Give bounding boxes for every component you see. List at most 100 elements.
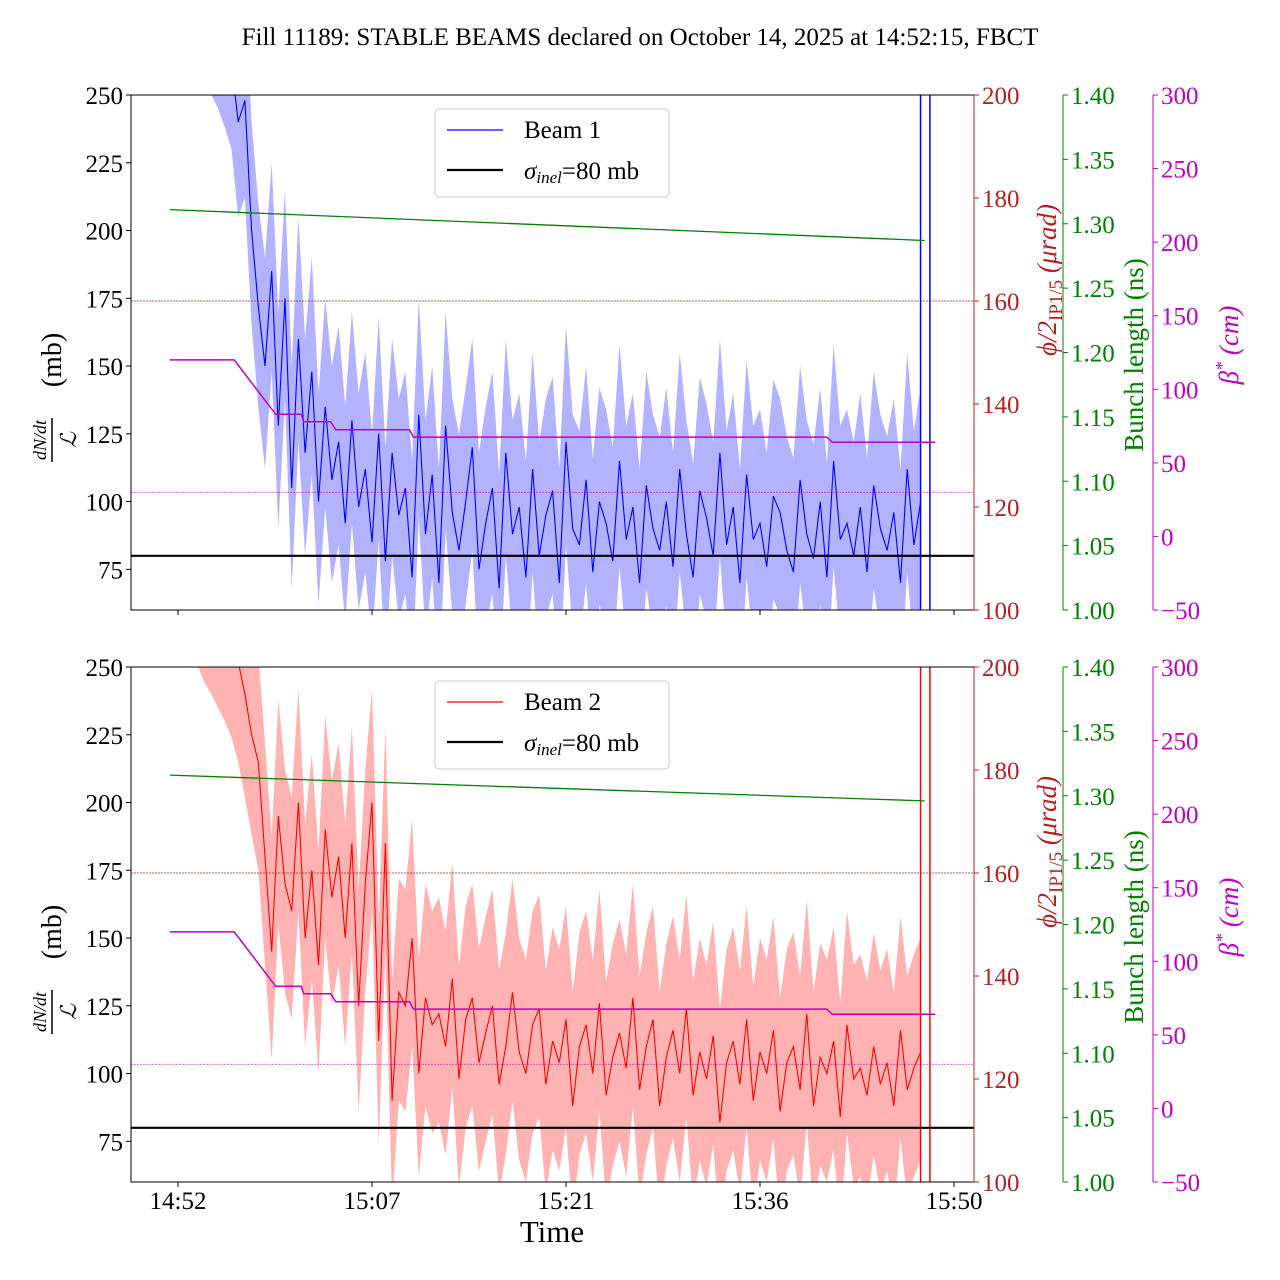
- beta-star-tick-label: 150: [1161, 304, 1199, 331]
- plot-area: [131, 667, 974, 1182]
- bunch-length-tick-label: 1.35: [1071, 147, 1115, 174]
- y-label-numerator: dN/dt: [30, 991, 50, 1032]
- bunch-length-label: Bunch length (ns): [1119, 258, 1149, 451]
- bunch-length-tick-label: 1.00: [1071, 598, 1115, 625]
- y-label-unit: (mb): [37, 333, 68, 387]
- x-tick-label: 15:50: [926, 1188, 983, 1215]
- legend-sigma-label: σinel=80 mb: [524, 158, 639, 187]
- beta-star-tick-label: 250: [1161, 157, 1199, 184]
- bunch-length-tick-label: 1.10: [1071, 1041, 1115, 1068]
- crossing-angle-tick-label: 200: [982, 655, 1020, 682]
- crossing-angle-tick-label: 160: [982, 289, 1020, 316]
- crossing-angle-label: ϕ/2IP1/5 (μrad): [1032, 204, 1067, 356]
- plot-area: [131, 95, 974, 610]
- x-axis-label: Time: [520, 1214, 584, 1249]
- beta-star-label-main: β: [1214, 942, 1244, 957]
- legend-box: [434, 108, 670, 198]
- crossing-angle-tick-label: 120: [982, 1067, 1020, 1094]
- y-tick-label: 225: [86, 723, 124, 750]
- beam-mean-line: [238, 667, 922, 1123]
- legend: Beam 2 σinel=80 mb: [434, 680, 670, 770]
- y-tick-label: 150: [86, 926, 124, 953]
- y-tick-label: 150: [86, 354, 124, 381]
- legend-beam-label: Beam 1: [524, 117, 601, 144]
- y-axis-label: dN/dt ℒ (mb): [30, 333, 81, 462]
- panel-1: 75 100 125 150 175 200 225 250 dN/dt ℒ (mb) 100 120 1…: [30, 83, 1244, 625]
- beta-star-label: β* (cm): [1212, 878, 1244, 958]
- y-tick-label: 175: [86, 858, 124, 885]
- crossing-angle-tick-label: 100: [982, 598, 1020, 625]
- beta-star-tick-label: 250: [1161, 729, 1199, 756]
- bunch-length-tick-label: 1.25: [1071, 276, 1115, 303]
- y-tick-label: 225: [86, 151, 124, 178]
- beta-star-label-sup: *: [1212, 934, 1232, 943]
- crossing-angle-tick-label: 180: [982, 186, 1020, 213]
- crossing-angle-tick-label: 180: [982, 758, 1020, 785]
- crossing-angle-label-sub: IP1/5: [1046, 852, 1067, 893]
- crossing-angle-label-unit: (μrad): [1032, 204, 1062, 280]
- legend-sigma-rest: =80 mb: [562, 158, 639, 185]
- crossing-angle-label-main: ϕ/2: [1032, 321, 1062, 356]
- crossing-angle-tick-label: 160: [982, 861, 1020, 888]
- y-tick-label: 200: [86, 791, 124, 818]
- legend: Beam 1 σinel=80 mb: [434, 108, 670, 198]
- beta-star-tick-label: 100: [1161, 377, 1199, 404]
- beta-star-tick-label: 50: [1161, 1023, 1186, 1050]
- beta-star-line: [170, 931, 936, 1016]
- crossing-angle-label-main: ϕ/2: [1032, 893, 1062, 928]
- beta-star-tick-label: 0: [1161, 524, 1174, 551]
- bunch-length-label: Bunch length (ns): [1119, 830, 1149, 1023]
- y-axis-label: dN/dt ℒ (mb): [30, 905, 81, 1034]
- bunch-length-tick-label: 1.30: [1071, 212, 1115, 239]
- y-tick-label: 250: [86, 655, 124, 682]
- legend-sigma-sub: inel: [536, 740, 562, 759]
- y-label-denominator: ℒ: [56, 1003, 81, 1020]
- beta-star-tick-label: 150: [1161, 876, 1199, 903]
- y-label-numerator: dN/dt: [30, 419, 50, 460]
- bunch-length-tick-label: 1.30: [1071, 784, 1115, 811]
- bunch-length-tick-label: 1.20: [1071, 913, 1115, 940]
- legend-beam-label: Beam 2: [524, 689, 601, 716]
- uncertainty-band: [211, 95, 921, 610]
- bunch-length-tick-label: 1.05: [1071, 534, 1115, 561]
- panel-2: 75 100 125 150 175 200 225 250 dN/dt ℒ (mb) 14:52 15…: [30, 655, 1244, 1215]
- crossing-angle-tick-label: 100: [982, 1170, 1020, 1197]
- bunch-length-tick-label: 1.15: [1071, 405, 1115, 432]
- legend-sigma-sub: inel: [536, 168, 562, 187]
- beta-star-tick-label: −50: [1161, 1170, 1200, 1197]
- beta-star-tick-label: 200: [1161, 230, 1199, 257]
- bunch-length-tick-label: 1.10: [1071, 469, 1115, 496]
- beta-star-label-sup: *: [1212, 362, 1232, 371]
- crossing-angle-tick-label: 120: [982, 495, 1020, 522]
- beta-star-tick-label: 100: [1161, 949, 1199, 976]
- legend-sigma-main: σ: [524, 730, 538, 757]
- y-tick-label: 100: [86, 1062, 124, 1089]
- chart-title: Fill 11189: STABLE BEAMS declared on Oct…: [242, 24, 1039, 51]
- bunch-length-tick-label: 1.25: [1071, 848, 1115, 875]
- y-tick-label: 200: [86, 219, 124, 246]
- y-tick-label: 75: [98, 1129, 123, 1156]
- beam-mean-line: [234, 95, 922, 589]
- y-tick-label: 175: [86, 286, 124, 313]
- legend-box: [434, 680, 670, 770]
- x-tick-label: 14:52: [150, 1188, 207, 1215]
- x-tick-label: 15:07: [344, 1188, 401, 1215]
- beta-star-label-unit: (cm): [1214, 306, 1244, 362]
- legend-sigma-rest: =80 mb: [562, 730, 639, 757]
- beta-star-line: [170, 359, 936, 444]
- crossing-angle-tick-label: 200: [982, 83, 1020, 110]
- legend-sigma-main: σ: [524, 158, 538, 185]
- uncertainty-band: [198, 667, 921, 1182]
- bunch-length-tick-label: 1.20: [1071, 341, 1115, 368]
- crossing-angle-label: ϕ/2IP1/5 (μrad): [1032, 776, 1067, 928]
- crossing-angle-tick-label: 140: [982, 392, 1020, 419]
- beta-star-label-unit: (cm): [1214, 878, 1244, 934]
- panels: 75 100 125 150 175 200 225 250 dN/dt ℒ (mb) 100 120 1…: [30, 83, 1244, 1215]
- bunch-length-line: [169, 774, 925, 802]
- y-label-denominator: ℒ: [56, 431, 81, 448]
- crossing-angle-tick-label: 140: [982, 964, 1020, 991]
- x-tick-label: 15:36: [732, 1188, 789, 1215]
- beta-star-tick-label: 300: [1161, 83, 1199, 110]
- crossing-angle-label-unit: (μrad): [1032, 776, 1062, 852]
